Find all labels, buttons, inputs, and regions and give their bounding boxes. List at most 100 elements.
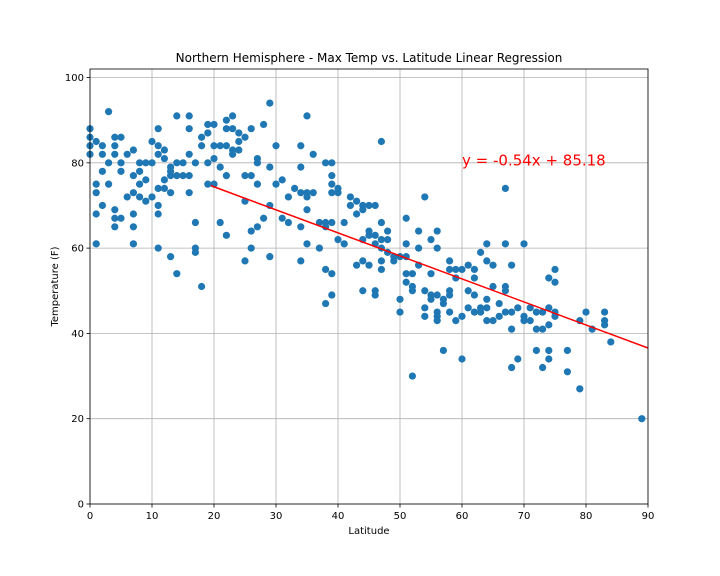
data-point	[532, 308, 541, 316]
data-point	[446, 291, 454, 299]
data-point	[433, 317, 441, 325]
data-point	[136, 180, 144, 188]
data-point	[340, 240, 348, 248]
data-point	[501, 308, 509, 316]
data-point	[452, 265, 460, 274]
data-point	[334, 189, 342, 197]
data-point	[216, 218, 224, 227]
data-point	[160, 184, 168, 193]
data-point	[483, 240, 491, 248]
data-point	[235, 129, 243, 137]
data-point	[483, 295, 491, 303]
data-point	[303, 112, 311, 120]
data-point	[353, 261, 361, 269]
data-point	[501, 184, 509, 193]
data-point	[303, 240, 311, 248]
data-point	[359, 206, 367, 214]
data-point	[247, 172, 255, 180]
data-point	[154, 150, 162, 158]
data-point	[377, 235, 385, 244]
data-point	[123, 193, 131, 201]
data-point	[495, 312, 503, 320]
data-point	[98, 150, 106, 158]
data-point	[253, 223, 261, 231]
data-point	[421, 312, 429, 320]
data-point	[98, 201, 106, 210]
data-point	[501, 287, 509, 295]
x-tick-label: 10	[146, 511, 159, 522]
data-point	[117, 214, 125, 222]
x-tick-label: 90	[642, 511, 655, 522]
data-point	[154, 125, 162, 133]
data-point	[421, 287, 429, 295]
data-point	[204, 159, 212, 167]
data-point	[111, 142, 119, 150]
data-point	[446, 265, 454, 274]
data-point	[427, 235, 435, 244]
data-point	[136, 159, 144, 167]
data-point	[278, 214, 286, 222]
data-point	[433, 244, 441, 252]
data-point	[470, 274, 478, 282]
data-point	[520, 240, 528, 248]
data-point	[328, 180, 336, 188]
data-point	[129, 223, 137, 231]
data-point	[241, 257, 249, 265]
data-point	[384, 235, 392, 244]
data-point	[433, 227, 441, 235]
data-point	[266, 253, 274, 261]
data-point	[154, 142, 162, 150]
plot-frame	[89, 68, 649, 505]
data-point	[446, 308, 454, 316]
data-point	[92, 189, 100, 197]
data-point	[365, 201, 373, 210]
data-point	[185, 172, 193, 180]
data-point	[92, 180, 100, 188]
data-point	[551, 265, 559, 274]
data-point	[105, 180, 113, 188]
data-point	[272, 142, 280, 150]
y-tick-label: 100	[65, 73, 84, 84]
data-point	[539, 325, 547, 333]
y-tick-label: 0	[78, 500, 84, 511]
data-point	[222, 116, 230, 124]
y-tick-label: 60	[71, 244, 84, 255]
data-point	[142, 176, 150, 184]
data-point	[185, 189, 193, 197]
data-point	[508, 308, 516, 316]
x-tick-label: 50	[394, 511, 407, 522]
data-point	[303, 193, 311, 201]
data-point	[303, 206, 311, 214]
data-point	[266, 99, 274, 107]
regression-layer	[210, 184, 649, 349]
data-point	[514, 304, 522, 312]
data-point	[111, 150, 119, 158]
data-point	[607, 338, 615, 346]
data-point	[154, 184, 162, 193]
data-point	[470, 291, 478, 299]
data-point	[328, 291, 336, 299]
data-point	[129, 172, 137, 180]
data-point	[222, 142, 230, 150]
data-point	[582, 308, 590, 316]
data-point	[508, 261, 516, 269]
data-point	[210, 154, 218, 163]
data-point	[198, 133, 206, 141]
data-point	[520, 317, 528, 325]
data-point	[390, 257, 398, 265]
y-tick-label: 20	[71, 414, 84, 425]
data-point	[458, 312, 466, 320]
data-point	[532, 325, 541, 333]
data-point	[216, 142, 224, 150]
data-point	[439, 346, 447, 355]
data-point	[322, 159, 330, 167]
data-point	[396, 295, 404, 303]
data-point	[433, 291, 441, 299]
data-point	[427, 295, 435, 303]
data-point	[526, 317, 534, 325]
data-point	[458, 265, 466, 274]
data-point	[167, 189, 175, 197]
data-point	[191, 248, 199, 256]
data-point	[359, 287, 367, 295]
data-point	[371, 231, 379, 239]
